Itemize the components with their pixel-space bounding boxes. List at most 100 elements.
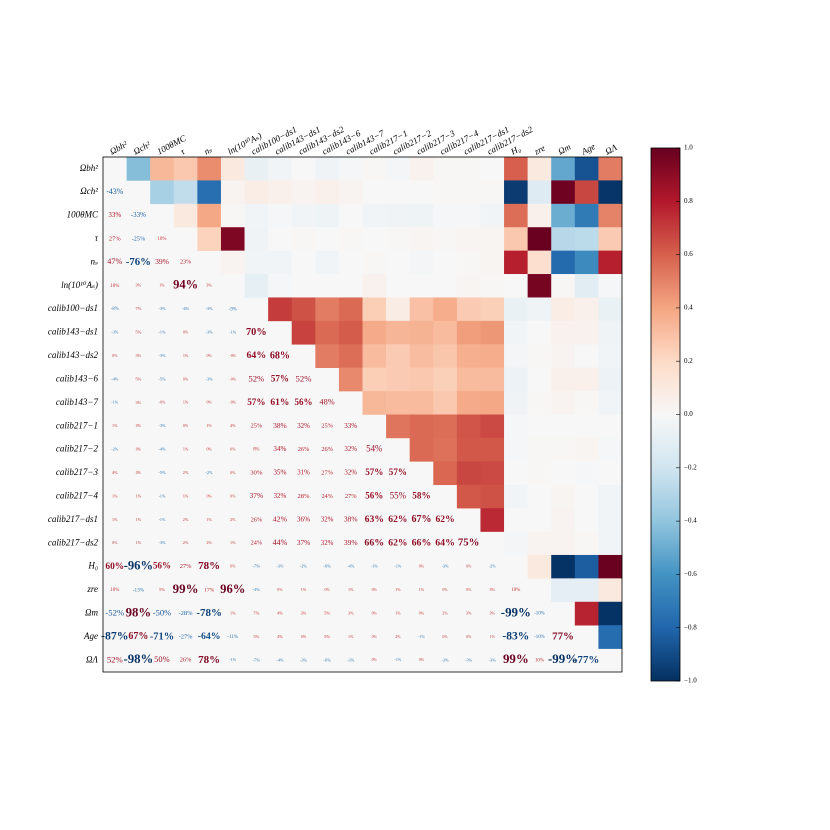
- heatmap-cell: [598, 461, 623, 486]
- x-tick-label: zre: [532, 143, 547, 157]
- heatmap-cell: [268, 157, 293, 181]
- value-label: -0%: [229, 376, 236, 381]
- value-label: -1%: [394, 657, 401, 662]
- heatmap-cell: [598, 554, 623, 579]
- value-label: 60%: [105, 562, 124, 572]
- value-label: 56%: [153, 561, 171, 571]
- heatmap-cell: [386, 180, 410, 205]
- value-label: -1%: [229, 657, 236, 662]
- value-label: 99%: [503, 652, 529, 666]
- y-tick-label: calib143−ds1: [48, 327, 98, 337]
- value-label: 62%: [388, 537, 407, 548]
- heatmap-cell: [409, 250, 434, 275]
- value-label: 5%: [135, 376, 141, 381]
- heatmap-cell: [386, 203, 410, 228]
- x-tick-label: Ωch²: [132, 139, 153, 156]
- heatmap-cell: [527, 484, 552, 509]
- heatmap-cell: [409, 414, 434, 439]
- value-label: -71%: [150, 631, 174, 642]
- value-label: 55%: [390, 490, 407, 500]
- value-label: 24%: [251, 540, 262, 547]
- value-label: 0%: [419, 657, 425, 662]
- heatmap-cell: [598, 625, 623, 649]
- value-label: -43%: [106, 187, 124, 196]
- value-label: 94%: [173, 278, 198, 292]
- heatmap-cell: [574, 437, 599, 462]
- y-tick-label: Ωch²: [80, 186, 98, 196]
- heatmap-cell: [574, 601, 599, 626]
- heatmap-cell: [456, 157, 481, 181]
- value-label: -64%: [198, 631, 221, 642]
- heatmap-cell: [598, 227, 623, 251]
- value-label: -3%: [111, 330, 119, 335]
- heatmap-cell: [574, 297, 599, 322]
- value-label: -76%: [126, 256, 151, 268]
- heatmap-cell: [480, 157, 505, 181]
- heatmap-cell: [456, 320, 481, 345]
- colorbar-tick-label: 0.0: [684, 410, 693, 418]
- heatmap-cell: [480, 437, 505, 462]
- x-tick-label: Ωbh²: [108, 139, 129, 157]
- value-label: -3%: [489, 657, 497, 662]
- heatmap-cell: [574, 484, 599, 509]
- value-label: 32%: [321, 516, 334, 523]
- value-label: -78%: [196, 607, 222, 619]
- value-label: 1%: [230, 610, 236, 615]
- heatmap-cell: [574, 344, 599, 368]
- heatmap-cell: [220, 203, 245, 228]
- heatmap-cell: [598, 391, 623, 415]
- value-label: 7%: [135, 306, 141, 311]
- value-label: 1%: [136, 540, 142, 545]
- value-label: 48%: [320, 398, 335, 407]
- heatmap-cell: [504, 461, 528, 486]
- value-label: -4%: [347, 564, 355, 569]
- heatmap-cell: [338, 320, 363, 345]
- value-label: 1%: [395, 587, 401, 592]
- value-label: 2%: [442, 610, 448, 615]
- heatmap-cell: [197, 180, 222, 205]
- y-tick-label: calib217−3: [56, 467, 99, 477]
- heatmap-cell: [409, 227, 434, 251]
- value-label: -2%: [300, 564, 307, 569]
- heatmap-cell: [574, 203, 599, 228]
- value-label: -4%: [111, 376, 119, 381]
- heatmap-cell: [244, 274, 269, 298]
- heatmap-cell: [150, 157, 175, 181]
- value-label: -13%: [133, 587, 145, 593]
- value-label: 31%: [297, 470, 310, 477]
- value-label: 3%: [348, 610, 354, 615]
- heatmap-cell: [574, 578, 599, 603]
- value-label: 0%: [206, 400, 212, 405]
- colorbar-tick-label: −1.0: [684, 677, 697, 685]
- heatmap-cell: [504, 367, 528, 392]
- value-label: 0%: [419, 564, 425, 569]
- y-tick-label: H₀: [87, 561, 98, 571]
- value-label: 25%: [321, 423, 333, 430]
- value-label: -3%: [158, 306, 166, 311]
- value-label: 0%: [466, 587, 472, 592]
- value-label: -83%: [502, 631, 529, 643]
- value-label: 42%: [273, 515, 288, 524]
- value-label: -5%: [158, 470, 166, 475]
- value-label: -3%: [206, 376, 214, 381]
- value-label: 58%: [412, 491, 430, 501]
- value-label: -1%: [229, 330, 236, 335]
- value-label: -28%: [179, 610, 194, 617]
- value-label: -10%: [534, 635, 545, 640]
- x-tick-label: ΩΛ: [603, 142, 619, 157]
- y-tick-label: calib217−2: [56, 444, 99, 454]
- value-label: 1%: [136, 517, 142, 522]
- y-tick-label: calib217−ds1: [48, 514, 98, 524]
- value-label: 1%: [112, 493, 118, 498]
- value-label: 0%: [419, 610, 425, 615]
- value-label: 0%: [112, 540, 118, 545]
- value-label: 38%: [344, 515, 358, 524]
- value-label: 77%: [552, 630, 574, 642]
- value-label: -99%: [548, 652, 578, 666]
- value-label: 23%: [180, 260, 191, 266]
- heatmap-cell: [291, 180, 316, 205]
- colorbar-tick-label: −0.8: [684, 623, 697, 631]
- value-label: -1%: [418, 634, 425, 639]
- heatmap-cell: [409, 180, 434, 205]
- value-label: 28%: [298, 493, 311, 500]
